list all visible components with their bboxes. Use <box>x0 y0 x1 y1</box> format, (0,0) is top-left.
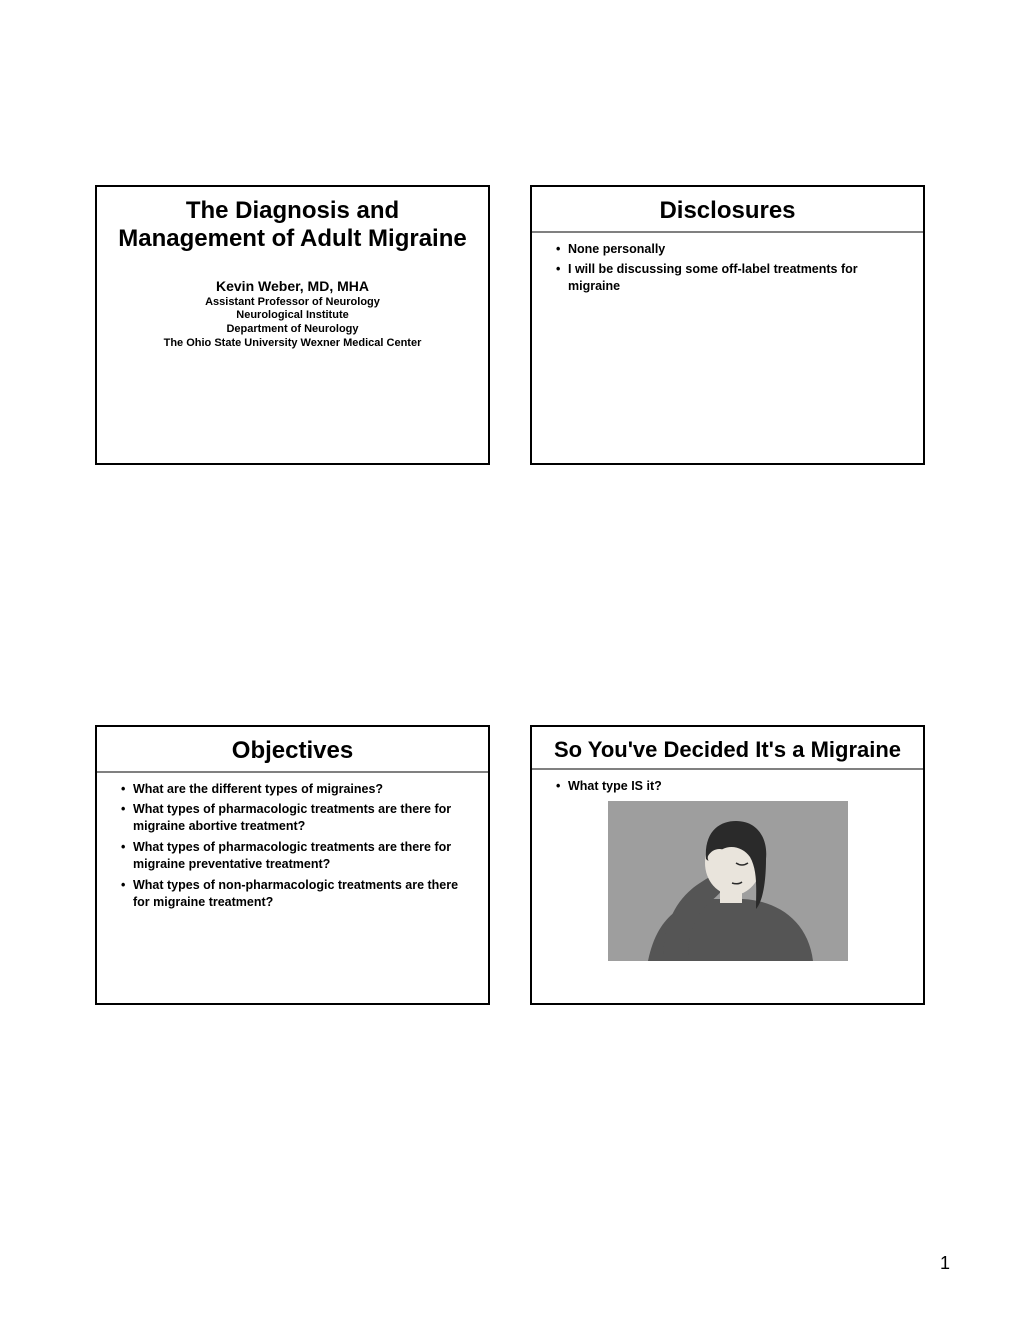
page-number: 1 <box>940 1253 950 1274</box>
author-institute: Neurological Institute <box>97 309 488 323</box>
title-underline <box>532 231 923 233</box>
bullet-item: What are the different types of migraine… <box>121 781 472 798</box>
bullet-item: What types of pharmacologic treatments a… <box>121 801 472 835</box>
headache-illustration <box>532 801 923 961</box>
bullet-item: I will be discussing some off-label trea… <box>556 261 907 295</box>
bullet-list: What type IS it? <box>532 776 923 795</box>
slide-title: Disclosures <box>532 187 923 229</box>
bullet-item: None personally <box>556 241 907 258</box>
slide-title: The Diagnosis and Management of Adult Mi… <box>97 187 488 256</box>
bullet-item: What type IS it? <box>556 778 907 795</box>
bullet-list: What are the different types of migraine… <box>97 779 488 911</box>
author-affiliation: The Ohio State University Wexner Medical… <box>97 337 488 351</box>
slide-title: Objectives <box>97 727 488 769</box>
author-role: Assistant Professor of Neurology <box>97 296 488 310</box>
author-dept: Department of Neurology <box>97 323 488 337</box>
slide-title-card: The Diagnosis and Management of Adult Mi… <box>95 185 490 465</box>
slide-title: So You've Decided It's a Migraine <box>532 727 923 766</box>
slide-migraine-type: So You've Decided It's a Migraine What t… <box>530 725 925 1005</box>
slide-objectives: Objectives What are the different types … <box>95 725 490 1005</box>
author-block: Kevin Weber, MD, MHA Assistant Professor… <box>97 278 488 351</box>
bullet-item: What types of pharmacologic treatments a… <box>121 839 472 873</box>
title-underline <box>532 768 923 770</box>
handout-page: The Diagnosis and Management of Adult Mi… <box>0 0 1020 1320</box>
author-name: Kevin Weber, MD, MHA <box>97 278 488 296</box>
bullet-item: What types of non-pharmacologic treatmen… <box>121 877 472 911</box>
bullet-list: None personally I will be discussing som… <box>532 239 923 296</box>
slide-grid: The Diagnosis and Management of Adult Mi… <box>95 185 925 1005</box>
slide-disclosures: Disclosures None personally I will be di… <box>530 185 925 465</box>
title-underline <box>97 771 488 773</box>
headache-svg <box>608 801 848 961</box>
